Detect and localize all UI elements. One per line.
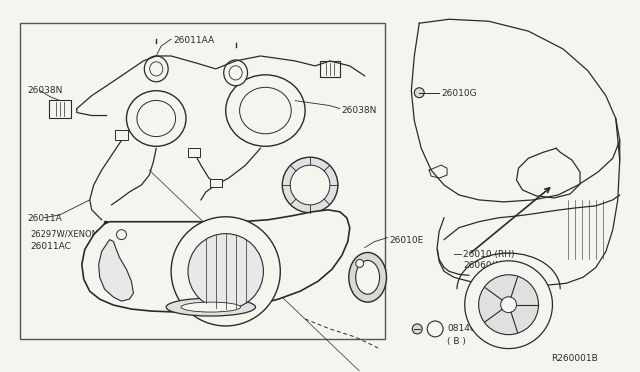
Polygon shape [82,210,350,312]
Text: 26010E: 26010E [390,235,424,245]
Circle shape [412,324,422,334]
Text: 26038N: 26038N [28,86,63,95]
Text: 26010 (RH): 26010 (RH) [463,250,515,259]
Circle shape [465,261,552,349]
Circle shape [500,297,516,312]
Ellipse shape [349,253,387,302]
Text: 28474: 28474 [298,218,326,227]
Ellipse shape [226,75,305,146]
Circle shape [116,230,127,240]
Bar [320,61,340,77]
Text: 26297W/XENON: 26297W/XENON [30,230,98,239]
Text: 26011A: 26011A [28,214,62,223]
Ellipse shape [166,298,255,316]
Bar [49,100,71,118]
Circle shape [414,88,424,98]
Ellipse shape [356,260,380,294]
Circle shape [356,259,364,267]
Circle shape [188,234,264,309]
Text: 26060(LH): 26060(LH) [463,262,510,270]
Text: B: B [433,325,438,334]
Ellipse shape [239,87,291,134]
Ellipse shape [127,91,186,146]
Text: ( B ): ( B ) [447,337,466,346]
Ellipse shape [137,100,175,137]
Circle shape [290,165,330,205]
Text: 26038N: 26038N [342,106,377,115]
Bar [20,23,385,339]
Text: 26010G: 26010G [441,89,477,98]
Ellipse shape [150,62,163,76]
Circle shape [282,157,338,213]
Circle shape [427,321,443,337]
Bar [188,148,200,157]
Text: 08146-6162H: 08146-6162H [447,324,509,333]
Ellipse shape [145,56,168,82]
Circle shape [479,275,538,335]
Ellipse shape [229,66,242,80]
Ellipse shape [181,302,241,312]
Bar [210,179,221,187]
Text: 26011AA: 26011AA [173,36,214,45]
Text: R260001B: R260001B [551,354,598,363]
Circle shape [171,217,280,326]
Ellipse shape [224,60,248,86]
Bar [115,131,129,140]
Text: 26011AC: 26011AC [30,241,71,251]
Polygon shape [99,240,133,301]
